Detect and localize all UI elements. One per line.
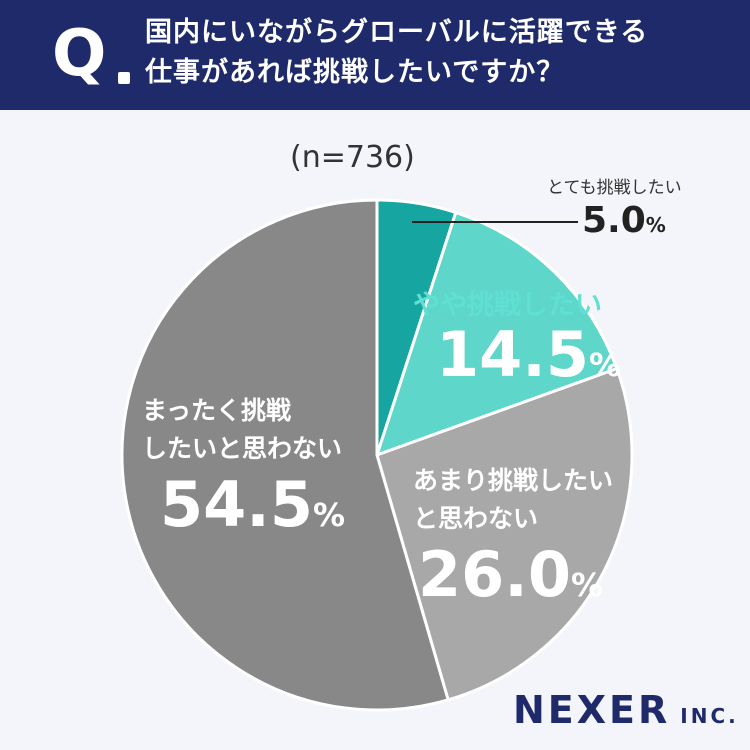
pct-sign: % — [312, 496, 346, 534]
pct-sign: % — [645, 213, 666, 237]
slice-pct-very-willing: 5.0% — [582, 200, 666, 241]
slice-pct-somewhat-willing: 14.5% — [436, 318, 621, 391]
pct-value: 26.0 — [418, 538, 571, 611]
question-line-2: 仕事があれば挑戦したいですか？ — [145, 57, 565, 88]
nexer-logo: NEXER INC. — [513, 688, 739, 732]
q-dot — [118, 72, 130, 84]
pct-value: 54.5 — [160, 468, 313, 541]
slice-not-willing — [120, 198, 450, 712]
q-mark: Q — [52, 17, 107, 91]
pct-value: 14.5 — [436, 318, 589, 391]
question-line-1: 国内にいながらグローバルに活躍できる — [145, 17, 649, 48]
sample-size-label: (n=736) — [290, 140, 415, 175]
label-line: と思わない — [413, 504, 539, 533]
pct-sign: % — [588, 346, 622, 384]
question-header: Q 国内にいながらグローバルに活躍できる 仕事があれば挑戦したいですか？ — [0, 0, 750, 110]
slice-label-somewhat-willing: やや挑戦したい — [413, 283, 602, 322]
slice-pct-not-very-willing: 26.0% — [418, 538, 603, 611]
slice-label-not-very-willing: あまり挑戦したい と思わない — [413, 462, 613, 538]
label-line: あまり挑戦したい — [413, 466, 614, 495]
slice-label-not-willing: まったく挑戦 したいと思わない — [142, 392, 342, 468]
slice-label-very-willing: とても挑戦したい — [547, 178, 682, 198]
logo-main: NEXER — [513, 688, 671, 732]
pct-sign: % — [570, 566, 604, 604]
pct-value: 5.0 — [582, 200, 646, 241]
label-line: まったく挑戦 — [142, 396, 292, 425]
question-text: 国内にいながらグローバルに活躍できる 仕事があれば挑戦したいですか？ — [145, 13, 735, 93]
label-line: やや挑戦したい — [413, 290, 602, 321]
logo-suffix: INC. — [680, 704, 739, 728]
slice-pct-not-willing: 54.5% — [160, 468, 345, 541]
slice-not-very-willing — [375, 367, 634, 702]
slice-somewhat-willing — [375, 210, 619, 457]
label-line: したいと思わない — [142, 434, 343, 463]
